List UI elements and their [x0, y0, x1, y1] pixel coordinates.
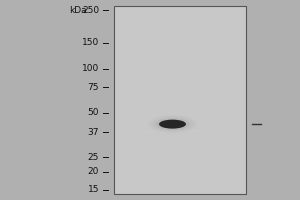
Text: 100: 100	[82, 64, 99, 73]
Text: kDa: kDa	[69, 6, 87, 15]
Text: 250: 250	[82, 6, 99, 15]
FancyBboxPatch shape	[114, 6, 246, 194]
Text: 150: 150	[82, 38, 99, 47]
Text: 50: 50	[88, 108, 99, 117]
Text: 25: 25	[88, 153, 99, 162]
Text: 75: 75	[88, 83, 99, 92]
Ellipse shape	[159, 120, 186, 129]
Ellipse shape	[155, 118, 190, 130]
Text: 15: 15	[88, 185, 99, 194]
Text: 20: 20	[88, 167, 99, 176]
Text: 37: 37	[88, 128, 99, 137]
